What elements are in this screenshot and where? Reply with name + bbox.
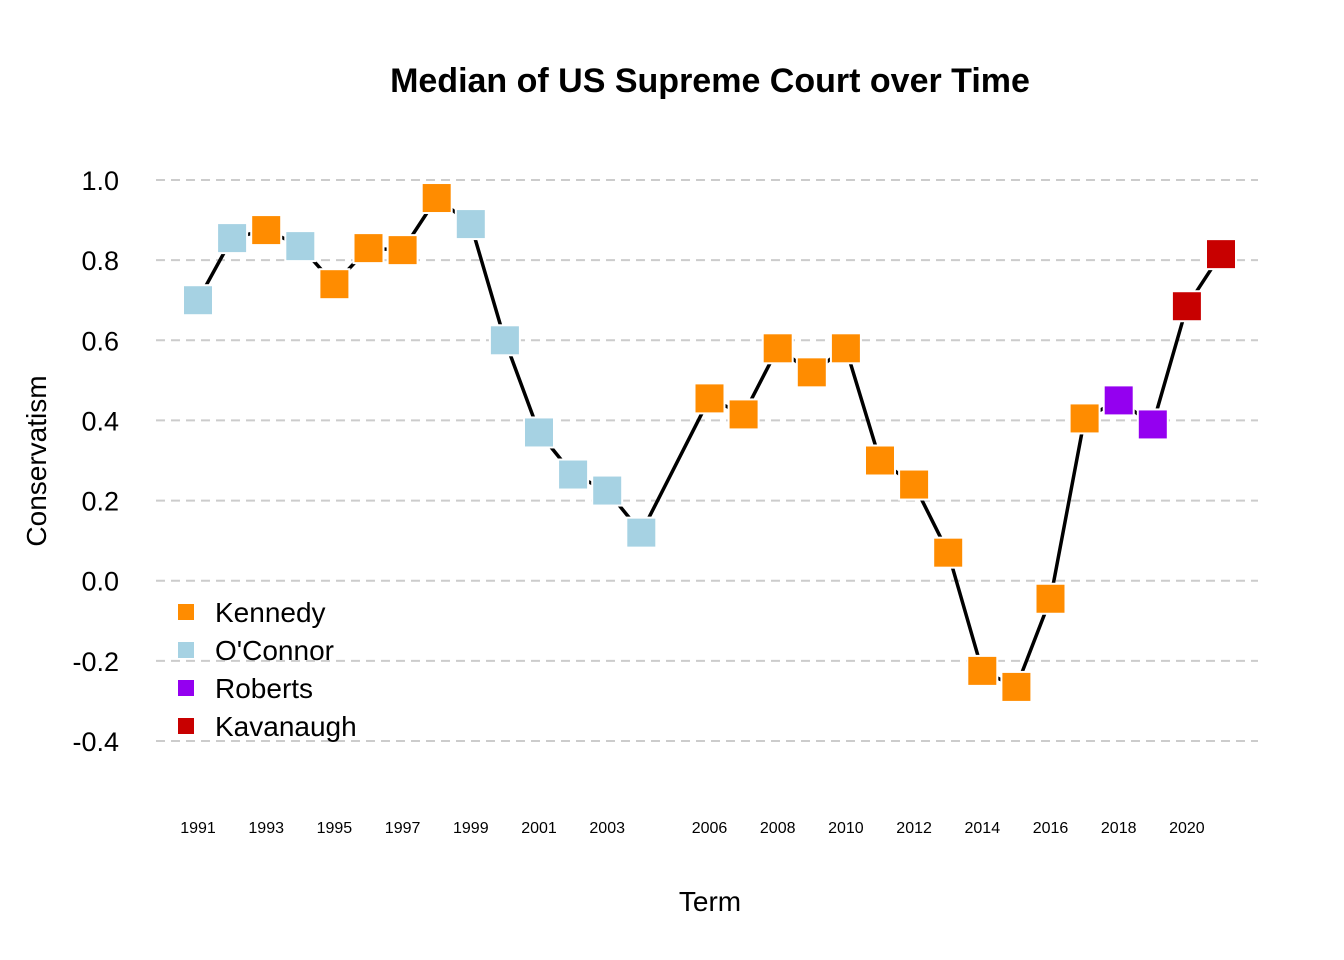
legend-swatch (178, 718, 194, 734)
x-tick-label: 2016 (1033, 820, 1069, 837)
data-point (352, 232, 385, 265)
data-point (250, 214, 283, 247)
x-tick-label: 1999 (453, 820, 489, 837)
y-tick-label: 1.0 (81, 166, 119, 196)
data-point (1034, 582, 1067, 615)
data-points (182, 182, 1237, 703)
x-tick-label: 1997 (385, 820, 421, 837)
x-tick-label: 2012 (896, 820, 932, 837)
legend-swatch (178, 604, 194, 620)
data-point (182, 284, 214, 317)
x-tick-label: 2020 (1169, 820, 1205, 837)
data-point (829, 332, 862, 365)
legend-label: Kennedy (215, 597, 326, 628)
data-point (898, 468, 931, 501)
data-point (1205, 238, 1237, 271)
x-axis-label: Term (679, 886, 741, 917)
x-tick-label: 2006 (692, 820, 728, 837)
data-point (1136, 408, 1169, 441)
x-tick-label: 2014 (965, 820, 1001, 837)
legend-label: O'Connor (215, 635, 334, 666)
data-point (523, 416, 555, 449)
legend-label: Roberts (215, 673, 313, 704)
legend-swatch (178, 680, 194, 696)
data-point (693, 382, 726, 415)
x-axis-ticks: 1991 1993 1995 1997 1999 2001 2003 2006 2008 2010… (180, 820, 1205, 837)
x-tick-label: 2008 (760, 820, 796, 837)
y-tick-label: 0.2 (81, 487, 119, 517)
data-point (420, 182, 453, 215)
y-tick-label: -0.2 (72, 647, 119, 677)
data-point (932, 536, 965, 569)
chart-title: Median of US Supreme Court over Time (390, 62, 1030, 100)
data-point (216, 222, 249, 255)
x-tick-label: 2001 (521, 820, 557, 837)
y-tick-label: 0.6 (81, 326, 119, 356)
data-point (966, 654, 999, 687)
legend: Kennedy O'Connor Roberts Kavanaugh (178, 597, 357, 742)
x-tick-label: 2010 (828, 820, 864, 837)
x-tick-label: 2018 (1101, 820, 1137, 837)
data-point (864, 444, 896, 477)
legend-swatch (178, 642, 194, 658)
y-tick-label: 0.8 (81, 246, 119, 276)
y-tick-label: 0.0 (81, 567, 119, 597)
legend-label: Kavanaugh (215, 711, 357, 742)
data-point (795, 356, 828, 389)
y-tick-label: 0.4 (81, 406, 119, 436)
data-point (761, 332, 794, 365)
data-point (591, 474, 624, 507)
data-point (1000, 670, 1033, 703)
y-axis-ticks: 1.0 0.8 0.6 0.4 0.2 0.0 -0.2 -0.4 (72, 166, 119, 757)
y-tick-label: -0.4 (72, 727, 119, 757)
data-point (1068, 402, 1101, 435)
x-tick-label: 1991 (180, 820, 216, 837)
y-axis-label: Conservatism (21, 375, 52, 546)
data-point (1102, 384, 1135, 417)
x-tick-label: 1993 (248, 820, 284, 837)
series-line (196, 196, 1223, 689)
data-point (488, 324, 521, 357)
x-tick-label: 1995 (317, 820, 353, 837)
data-point (727, 398, 760, 431)
data-point (557, 458, 590, 491)
data-point (1170, 290, 1203, 323)
data-point (386, 234, 419, 267)
x-tick-label: 2003 (589, 820, 625, 837)
data-point (318, 268, 351, 301)
data-point (454, 208, 487, 241)
data-point (625, 516, 658, 549)
data-point (284, 230, 317, 263)
